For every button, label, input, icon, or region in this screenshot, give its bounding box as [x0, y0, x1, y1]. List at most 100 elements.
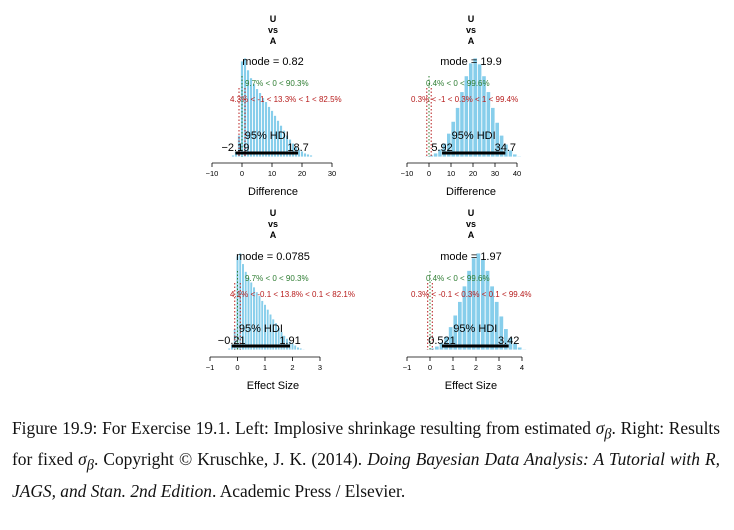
sigma-subscript-1: β: [604, 426, 612, 443]
x-axis-tick-label: 10: [447, 169, 455, 178]
x-axis-tick-label: 10: [268, 169, 276, 178]
hdi-label: 95% HDI: [453, 323, 497, 335]
pct-zero-label: 9.7% < 0 < 90.3%: [245, 79, 309, 88]
hdi-low-label: −0.21: [218, 335, 246, 347]
hdi-high-label: 1.91: [279, 335, 300, 347]
histogram-bar: [512, 342, 518, 351]
x-axis-tick-label: 3: [497, 363, 501, 372]
histogram-bar: [261, 97, 265, 158]
x-axis-tick-label: 2: [290, 363, 294, 372]
histogram-bar: [480, 258, 486, 351]
x-axis-tick-label: 3: [318, 363, 322, 372]
mode-label: mode = 0.0785: [236, 251, 310, 263]
histogram-bar: [227, 347, 232, 351]
histogram-bar: [301, 348, 306, 351]
histogram-bar: [306, 153, 310, 158]
x-axis-tick-label: 30: [491, 169, 499, 178]
histogram-bar: [476, 63, 483, 158]
caption-text-1: For Exercise 19.1. Left: Implosive shrin…: [97, 418, 596, 438]
x-axis-tick-label: 20: [469, 169, 477, 178]
sigma-symbol-2: σ: [78, 449, 87, 470]
histogram-bar: [298, 347, 303, 351]
x-axis-label: Difference: [248, 186, 298, 198]
histogram-bar: [254, 291, 259, 351]
hdi-low-label: 0.521: [428, 335, 456, 347]
book-title: Doing Bayesian Data Analysis: A Tutorial…: [12, 449, 720, 501]
histogram-bar: [517, 346, 523, 351]
hdi-low-label: 5.92: [431, 142, 452, 154]
panel-title-line: U: [270, 208, 277, 218]
histogram-bar: [296, 346, 300, 351]
histogram-bar: [231, 154, 235, 158]
histogram-bar: [475, 252, 481, 351]
panel-title-line: U: [468, 14, 475, 24]
mode-label: mode = 0.82: [242, 56, 303, 68]
caption-text-2: . Right: Results for fixed: [12, 418, 721, 470]
hdi-high-label: 3.42: [498, 335, 519, 347]
x-axis-tick-label: −1: [403, 363, 412, 372]
histogram-bar: [309, 154, 313, 158]
figure-caption: Figure 19.9: For Exercise 19.1. Left: Im…: [12, 416, 720, 504]
histogram-bar: [516, 155, 522, 158]
histogram-bar: [424, 155, 430, 158]
x-axis-tick-label: −10: [401, 169, 414, 178]
histogram-bar: [507, 149, 514, 158]
caption-text-4: . Academic Press / Elsevier.: [211, 480, 406, 501]
sigma-symbol-1: σ: [595, 418, 605, 438]
panel-title-line: A: [270, 36, 277, 46]
panel-title-line: U: [270, 14, 277, 24]
x-axis-tick-label: −1: [206, 363, 215, 372]
pct-zero-label: 0.4% < 0 < 99.6%: [426, 79, 490, 88]
hdi-high-label: 18.7: [287, 142, 308, 154]
histogram-bar: [521, 348, 527, 351]
hdi-low-label: −2.19: [222, 142, 250, 154]
x-axis-tick-label: 4: [520, 363, 524, 372]
panel-title-line: vs: [268, 219, 278, 229]
x-axis-tick-label: 1: [451, 363, 455, 372]
figure-label: Figure 19.9:: [12, 418, 98, 438]
histogram-bar: [512, 153, 518, 158]
mode-label: mode = 19.9: [440, 56, 501, 68]
histogram-bar: [468, 62, 474, 158]
hdi-label: 95% HDI: [452, 130, 496, 142]
rope-pct-label: 4.3% < -1 < 13.3% < 1 < 82.5%: [230, 95, 342, 104]
hdi-high-label: 34.7: [495, 142, 516, 154]
x-axis-label: Effect Size: [445, 380, 497, 392]
histogram-bar: [249, 77, 253, 158]
x-axis-tick-label: 0: [428, 363, 432, 372]
histogram-bar: [470, 257, 477, 351]
histogram-bar: [246, 276, 251, 351]
rope-pct-label: 0.3% < -0.1 < 0.3% < 0.1 < 99.4%: [411, 290, 532, 299]
x-axis-tick-label: 0: [235, 363, 239, 372]
x-axis-tick-label: 0: [240, 169, 244, 178]
panel-title-line: vs: [466, 25, 476, 35]
rope-pct-label: 4.1% < -0.1 < 13.8% < 0.1 < 82.1%: [230, 290, 355, 299]
panel-title-line: A: [468, 36, 475, 46]
x-axis-tick-label: 30: [328, 169, 336, 178]
mode-label: mode = 1.97: [440, 251, 501, 263]
pct-zero-label: 0.4% < 0 < 99.6%: [426, 274, 490, 283]
hdi-label: 95% HDI: [239, 323, 283, 335]
x-axis-tick-label: 2: [474, 363, 478, 372]
panel-title-line: vs: [466, 219, 476, 229]
panel-title-line: A: [468, 230, 475, 240]
x-axis-tick-label: 40: [513, 169, 521, 178]
hdi-label: 95% HDI: [245, 130, 289, 142]
caption-text-3: . Copyright © Kruschke, J. K. (2014).: [93, 449, 368, 470]
histogram-bar: [472, 57, 478, 158]
x-axis-tick-label: 1: [263, 363, 267, 372]
x-axis-label: Difference: [446, 186, 496, 198]
panel-title-line: vs: [268, 25, 278, 35]
x-axis-tick-label: 20: [298, 169, 306, 178]
panel-title-line: A: [270, 230, 277, 240]
x-axis-tick-label: −10: [206, 169, 219, 178]
panel-title-line: U: [468, 208, 475, 218]
sigma-subscript-2: β: [86, 457, 94, 474]
x-axis-tick-label: 0: [427, 169, 431, 178]
pct-zero-label: 9.7% < 0 < 90.3%: [245, 274, 309, 283]
